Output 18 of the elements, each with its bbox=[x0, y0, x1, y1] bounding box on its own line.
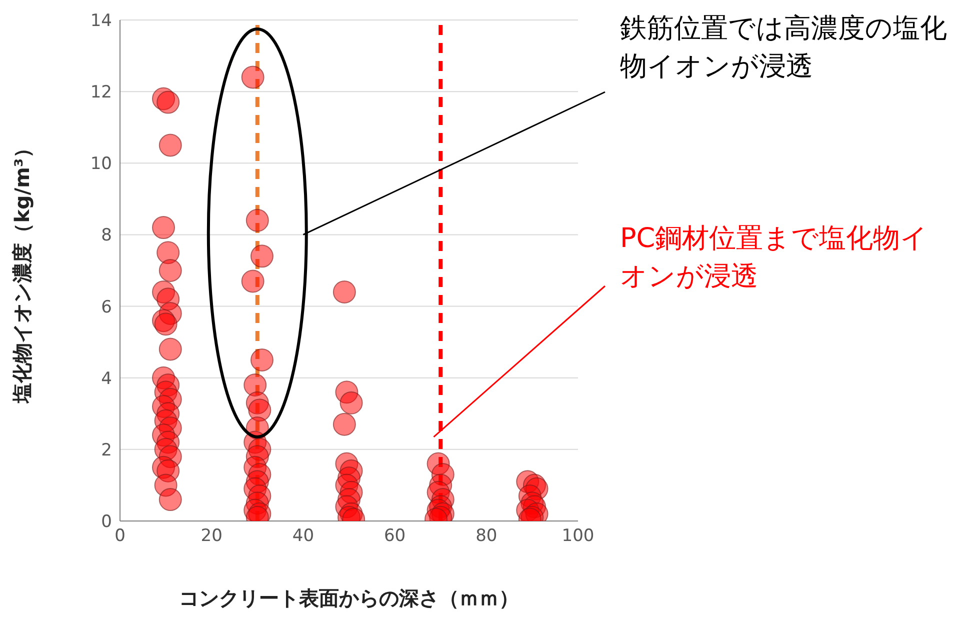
x-axis-title: コンクリート表面からの深さ（ｍｍ） bbox=[179, 586, 519, 610]
x-tick-label: 80 bbox=[476, 526, 498, 546]
y-tick-label: 10 bbox=[90, 154, 112, 174]
x-tick-label: 0 bbox=[114, 526, 126, 546]
y-tick-label: 12 bbox=[90, 82, 112, 103]
x-tick-label: 100 bbox=[562, 526, 594, 546]
x-tick-label: 60 bbox=[384, 526, 406, 546]
x-tick-label: 20 bbox=[200, 526, 222, 546]
text: PC鋼材位置まで塩化物イオンが浸透 bbox=[620, 222, 930, 294]
y-tick-label: 2 bbox=[101, 440, 112, 460]
y-tick-label: 8 bbox=[101, 226, 112, 246]
y-axis-title: 塩化物イオン濃度（kg/m³） bbox=[10, 138, 34, 404]
x-tick-label: 40 bbox=[292, 526, 314, 546]
y-tick-label: 6 bbox=[101, 297, 112, 318]
text: 鉄筋位置では高濃度の塩化物イオンが浸透 bbox=[620, 12, 948, 84]
y-tick-label: 0 bbox=[101, 512, 112, 532]
y-tick-label: 14 bbox=[90, 11, 112, 32]
y-tick-label: 4 bbox=[101, 368, 112, 389]
